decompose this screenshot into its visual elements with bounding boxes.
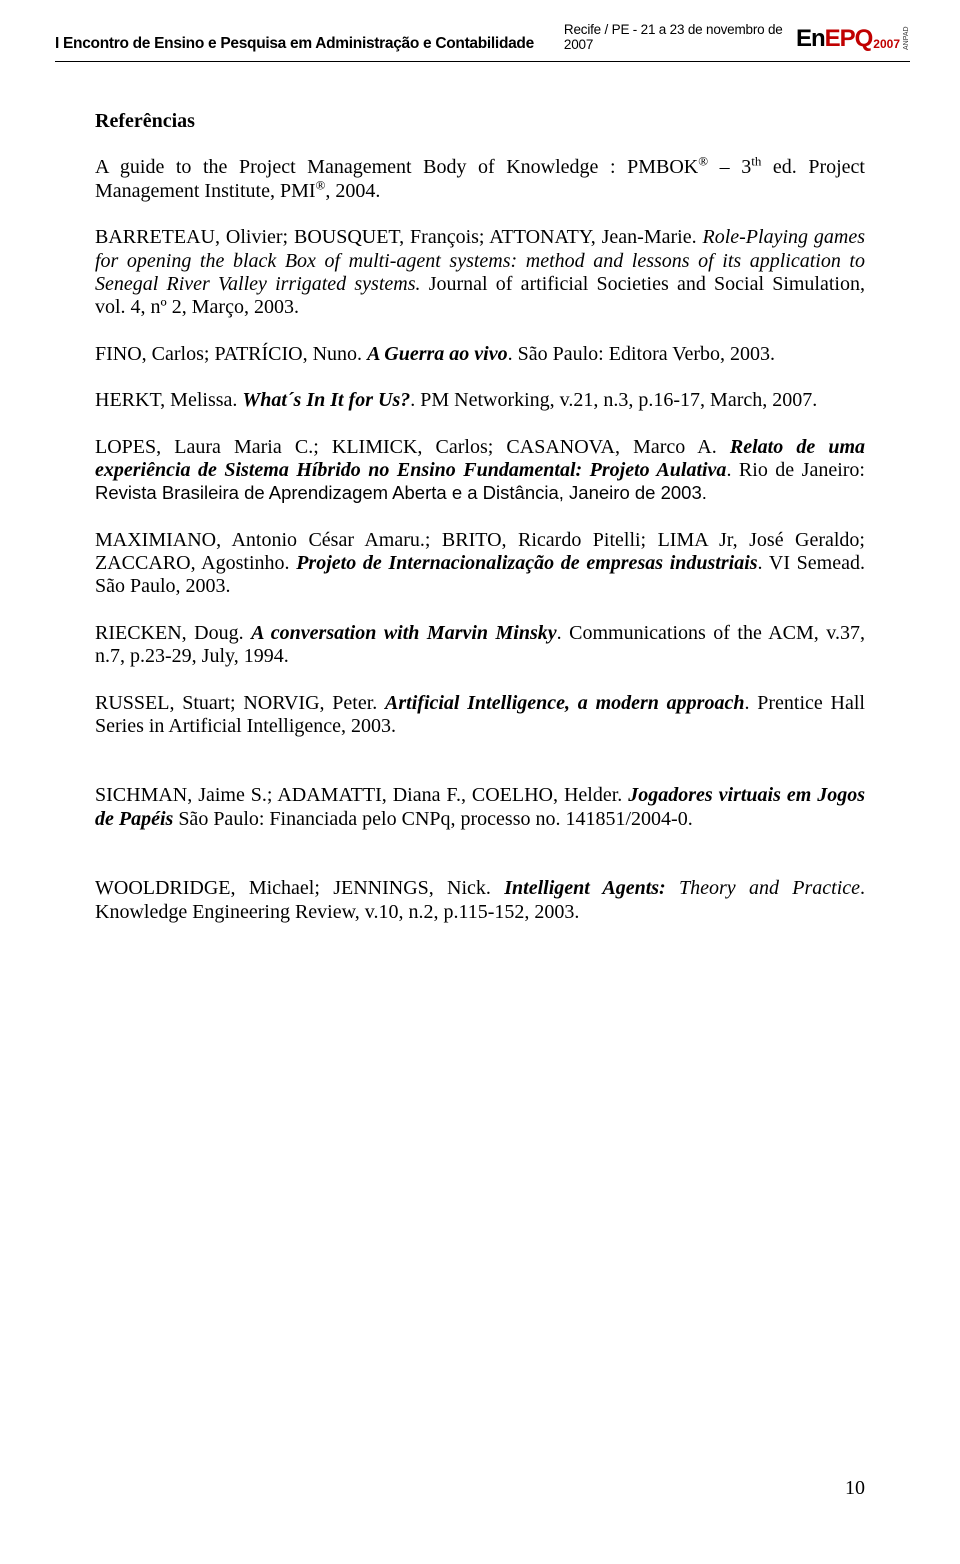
event-title: I Encontro de Ensino e Pesquisa em Admin… [55,35,564,53]
reference-entry: SICHMAN, Jaime S.; ADAMATTI, Diana F., C… [95,784,865,831]
ref-authors: LOPES, Laura Maria C.; KLIMICK, Carlos; … [95,436,730,458]
superscript-ord: th [751,154,761,169]
reference-entry: WOOLDRIDGE, Michael; JENNINGS, Nick. Int… [95,877,865,924]
ref-title: A conversation with Marvin Minsky [251,622,557,644]
reference-entry: LOPES, Laura Maria C.; KLIMICK, Carlos; … [95,436,865,506]
ref-authors: HERKT, Melissa. [95,389,242,411]
ref-authors: RUSSEL, Stuart; NORVIG, Peter. [95,692,385,714]
reference-entry: MAXIMIANO, Antonio César Amaru.; BRITO, … [95,529,865,599]
ref-authors: WOOLDRIDGE, Michael; JENNINGS, Nick. [95,877,504,899]
ref-title: Artificial Intelligence, a modern approa… [385,692,744,714]
reference-entry: A guide to the Project Management Body o… [95,156,865,203]
ref-text: – 3 [708,156,751,178]
logo-side-text: ANPAD [903,28,910,50]
reference-entry: FINO, Carlos; PATRÍCIO, Nuno. A Guerra a… [95,343,865,366]
ref-title-cont: Theory and Practice [679,877,860,899]
ref-text: , 2004. [325,180,380,202]
page-number: 10 [845,1477,865,1500]
event-info: Recife / PE - 21 a 23 de novembro de 200… [564,22,796,53]
ref-title: Intelligent Agents: [504,877,679,899]
ref-details-sans: Revista Brasileira de Aprendizagem Abert… [95,482,707,503]
ref-text: A guide to the Project Management Body o… [95,156,698,178]
ref-title: What´s In It for Us? [242,389,410,411]
reference-entry: BARRETEAU, Olivier; BOUSQUET, François; … [95,226,865,320]
superscript-reg: ® [316,177,326,192]
reference-entry: RUSSEL, Stuart; NORVIG, Peter. Artificia… [95,692,865,739]
ref-details: . Rio de Janeiro: [726,459,865,481]
ref-details: . São Paulo: Editora Verbo, 2003. [508,343,775,365]
section-title: Referências [95,110,865,133]
conference-logo: EnEPQ2007 ANPAD [796,25,910,53]
reference-entry: RIECKEN, Doug. A conversation with Marvi… [95,622,865,669]
logo-text-en: En [796,25,825,53]
ref-title: Projeto de Internacionalização de empres… [296,552,757,574]
ref-authors: FINO, Carlos; PATRÍCIO, Nuno. [95,343,367,365]
logo-text-epq: EPQ [825,25,873,53]
ref-authors: BARRETEAU, Olivier; BOUSQUET, François; … [95,226,703,248]
logo-year: 2007 [873,37,900,51]
superscript-reg: ® [698,154,708,169]
ref-title: A Guerra ao vivo [367,343,508,365]
ref-details: São Paulo: Financiada pelo CNPq, process… [178,808,692,830]
page-content: Referências A guide to the Project Manag… [0,62,960,924]
page-header: I Encontro de Ensino e Pesquisa em Admin… [0,0,960,59]
ref-authors: SICHMAN, Jaime S.; ADAMATTI, Diana F., C… [95,784,628,806]
ref-details: . PM Networking, v.21, n.3, p.16-17, Mar… [410,389,817,411]
reference-entry: HERKT, Melissa. What´s In It for Us?. PM… [95,389,865,412]
ref-authors: RIECKEN, Doug. [95,622,251,644]
